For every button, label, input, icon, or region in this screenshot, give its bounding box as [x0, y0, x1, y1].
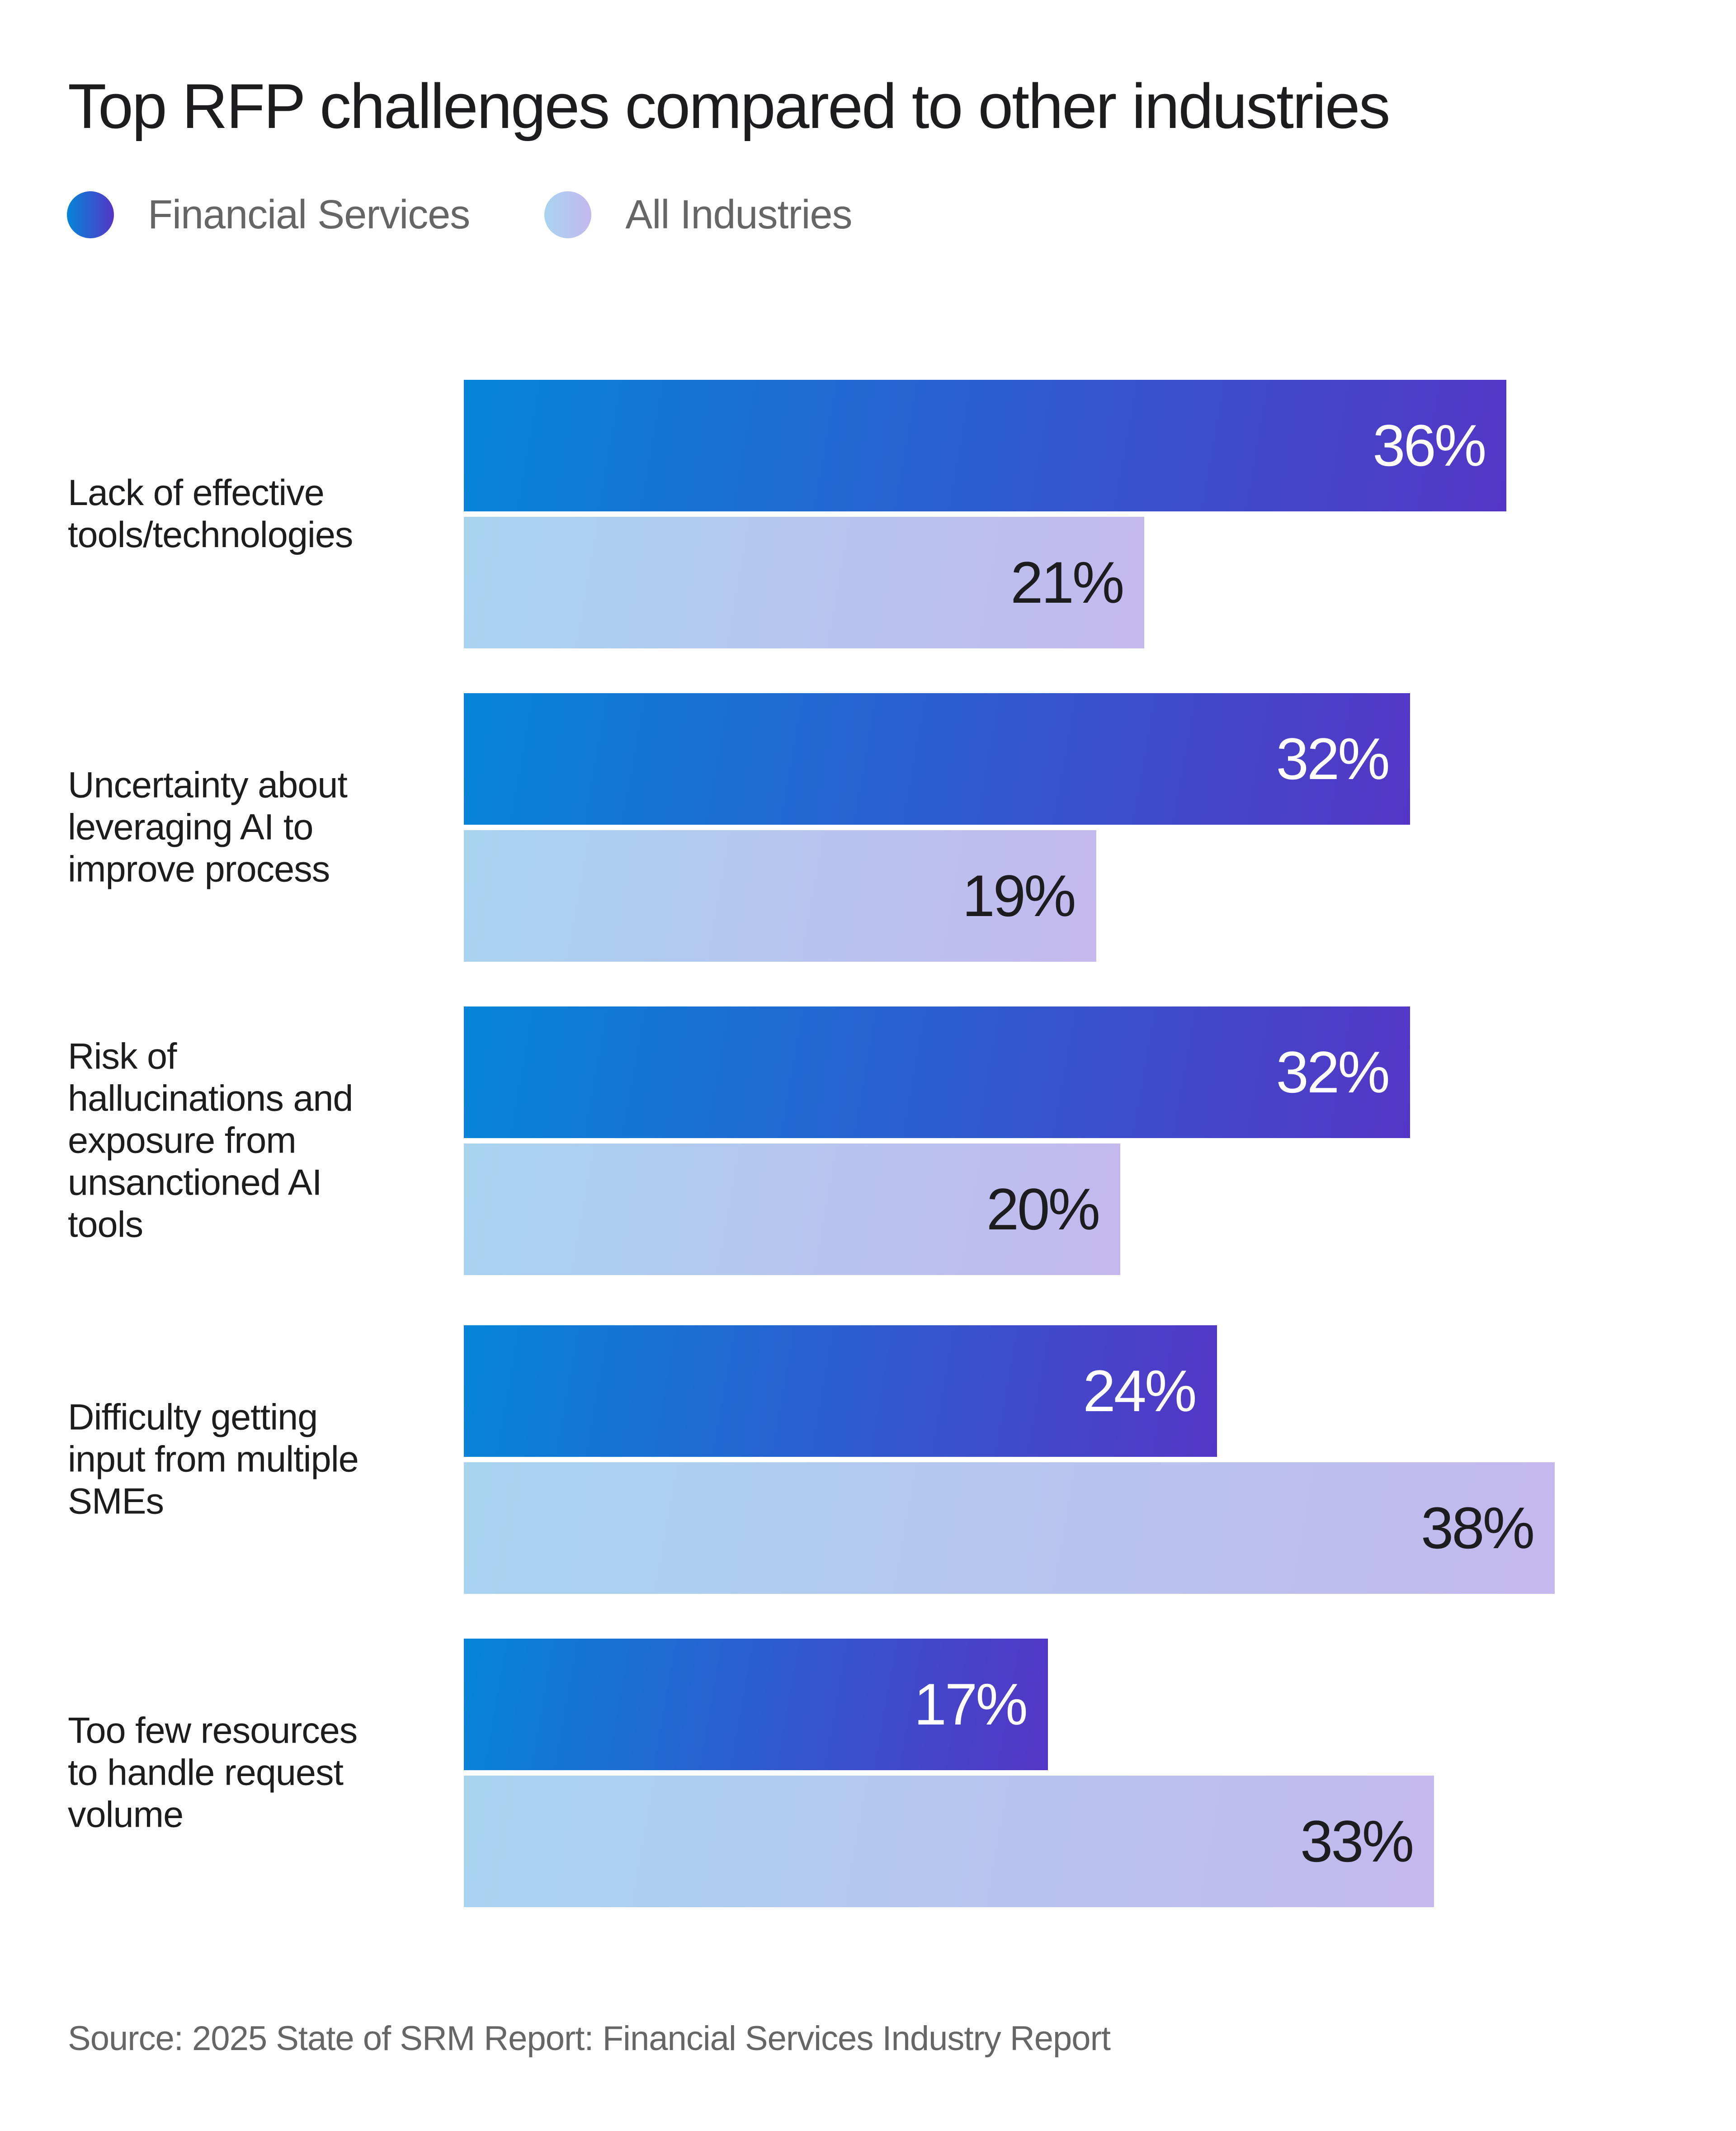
category-label-line: SMEs — [68, 1481, 164, 1522]
category-label-line: volume — [68, 1794, 184, 1835]
bar-value-label: 32% — [1276, 726, 1390, 792]
legend-label: All Industries — [625, 192, 852, 237]
category-label: Too few resources to handle request volume — [68, 1710, 411, 1836]
bar-all-industries: 19% — [464, 830, 1096, 962]
category-label: Difficulty getting input from multiple SME… — [68, 1397, 411, 1523]
legend-label: Financial Services — [148, 192, 470, 237]
legend: Financial Services All Industries — [67, 190, 927, 240]
bar-value-label: 17% — [914, 1671, 1028, 1737]
bar-financial-services: 32% — [464, 693, 1410, 825]
bar-value-label: 32% — [1276, 1039, 1390, 1105]
category-label-line: tools/technologies — [68, 515, 353, 555]
category-label: Risk of hallucinations and exposure from un… — [68, 1036, 411, 1246]
category-label: Lack of effective tools/technologies — [68, 472, 411, 556]
category-label-line: Difficulty getting — [68, 1397, 318, 1438]
bar-financial-services: 36% — [464, 380, 1507, 511]
bar-financial-services: 32% — [464, 1006, 1410, 1138]
bar-all-industries: 38% — [464, 1462, 1555, 1594]
legend-item-financial-services: Financial Services — [67, 191, 470, 238]
bar-value-label: 20% — [986, 1176, 1100, 1242]
source-note: Source: 2025 State of SRM Report: Financ… — [68, 2019, 1111, 2058]
legend-swatch-financial-services — [67, 191, 114, 238]
bar-value-label: 38% — [1420, 1495, 1535, 1561]
legend-swatch-all-industries — [544, 191, 592, 238]
category-label-line: leveraging AI to — [68, 807, 313, 848]
bar-all-industries: 21% — [464, 517, 1145, 648]
bar-value-label: 33% — [1300, 1808, 1414, 1874]
bar-all-industries: 20% — [464, 1143, 1120, 1275]
bar-financial-services: 24% — [464, 1325, 1217, 1457]
category-label-line: to handle request — [68, 1752, 344, 1793]
category-label-line: Too few resources — [68, 1710, 358, 1751]
category-label-line: unsanctioned AI — [68, 1162, 322, 1203]
chart-title: Top RFP challenges compared to other ind… — [68, 71, 1391, 142]
bar-value-label: 24% — [1083, 1358, 1197, 1424]
bar-financial-services: 17% — [464, 1639, 1048, 1770]
bar-value-label: 19% — [962, 863, 1076, 929]
bar-all-industries: 33% — [464, 1776, 1434, 1907]
legend-item-all-industries: All Industries — [544, 191, 853, 238]
category-label-line: Lack of effective — [68, 473, 325, 513]
category-label-line: exposure from — [68, 1120, 297, 1161]
category-label-line: Risk of — [68, 1036, 177, 1077]
bar-value-label: 36% — [1373, 412, 1486, 478]
category-label-line: hallucinations and — [68, 1078, 353, 1119]
category-label-line: input from multiple — [68, 1439, 359, 1480]
bar-value-label: 21% — [1010, 549, 1124, 615]
category-label-line: improve process — [68, 849, 330, 890]
category-label-line: Uncertainty about — [68, 765, 348, 806]
category-label-line: tools — [68, 1204, 143, 1245]
category-label: Uncertainty about leveraging AI to improve… — [68, 765, 411, 891]
